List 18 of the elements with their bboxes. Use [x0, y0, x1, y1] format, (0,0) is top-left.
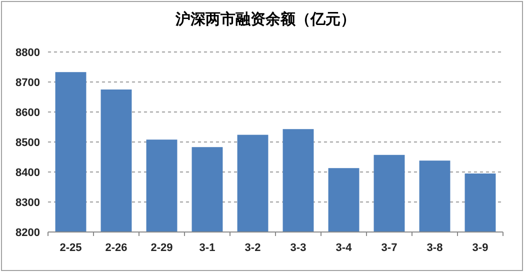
x-tick-label: 2-25: [60, 242, 82, 254]
chart-title: 沪深两市融资余额（亿元）: [174, 10, 356, 28]
y-tick-label: 8700: [16, 77, 40, 89]
y-tick-label: 8200: [16, 227, 40, 239]
x-tick-label: 3-9: [472, 242, 488, 254]
y-tick-label: 8300: [16, 197, 40, 209]
x-tick-label: 3-4: [336, 242, 353, 254]
x-tick-label: 3-1: [199, 242, 216, 254]
x-tick-label: 2-29: [150, 242, 173, 254]
y-tick-label: 8400: [16, 167, 40, 179]
y-tick-label: 8600: [16, 107, 40, 119]
x-tick-label: 2-26: [105, 242, 128, 254]
y-tick-label: 8800: [16, 47, 40, 59]
y-tick-label: 8500: [16, 137, 40, 149]
x-tick-label: 3-7: [381, 242, 398, 254]
x-tick-label: 3-2: [244, 242, 261, 254]
x-tick-label: 3-8: [426, 242, 443, 254]
x-tick-label: 3-3: [290, 242, 306, 254]
